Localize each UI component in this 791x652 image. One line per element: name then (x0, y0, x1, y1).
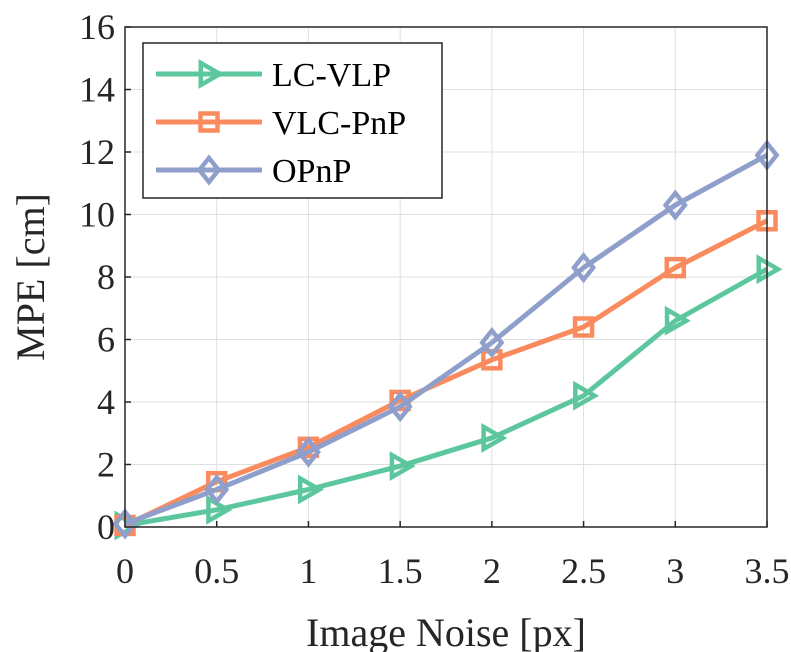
x-tick-label: 1 (299, 551, 317, 591)
y-tick-label: 0 (97, 507, 115, 547)
x-tick-label: 3.5 (745, 551, 790, 591)
data-point-vlc-pnp (572, 316, 595, 338)
y-tick-label: 12 (79, 132, 115, 172)
legend-marker-lc-vlp (198, 59, 225, 89)
data-point-lc-vlp (481, 423, 508, 453)
legend-marker-opnp (196, 154, 222, 186)
data-point-opnp (662, 189, 688, 221)
legend-label-opnp: OPnP (272, 153, 351, 190)
data-point-lc-vlp (206, 494, 233, 525)
legend-label-lc-vlp: LC-VLP (272, 57, 391, 94)
x-tick-label: 3 (666, 551, 684, 591)
data-point-lc-vlp (297, 474, 324, 505)
x-tick-label: 0 (116, 551, 134, 591)
data-point-opnp (387, 391, 413, 423)
data-point-lc-vlp (756, 254, 783, 285)
data-point-opnp (571, 252, 597, 284)
legend-item-lc-vlp: LC-VLP (156, 57, 391, 94)
y-tick-label: 14 (79, 70, 115, 110)
series-layer (112, 139, 783, 541)
data-point-opnp (204, 473, 230, 506)
y-tick-labels: 0 2 4 6 8 10 12 14 16 (79, 7, 115, 547)
x-tick-label: 2 (483, 551, 501, 591)
legend-item-vlc-pnp: VLC-PnP (156, 105, 406, 142)
x-tick-label: 1.5 (378, 551, 423, 591)
y-tick-label: 6 (97, 320, 115, 360)
y-tick-label: 4 (97, 382, 115, 422)
y-tick-label: 16 (79, 7, 115, 47)
series-opnp (112, 139, 780, 540)
y-tick-label: 2 (97, 445, 115, 485)
x-axis-label: Image Noise [px] (306, 610, 586, 652)
data-point-opnp (112, 508, 138, 540)
y-tick-label: 8 (97, 257, 115, 297)
data-point-lc-vlp (573, 380, 600, 411)
x-tick-label: 0.5 (194, 551, 239, 591)
legend: LC-VLP VLC-PnP OPnP (142, 42, 443, 199)
data-point-opnp (479, 327, 505, 359)
series-line-opnp (124, 152, 769, 527)
x-tick-labels: 0 0.5 1 1.5 2 2.5 3 3.5 (116, 551, 790, 591)
x-tick-label: 2.5 (561, 551, 606, 591)
series-line-vlc-pnp (123, 218, 769, 528)
plot-area (124, 26, 768, 528)
y-tick-label: 10 (79, 195, 115, 235)
legend-label-vlc-pnp: VLC-PnP (272, 105, 406, 142)
legend-item-opnp: OPnP (156, 153, 351, 190)
data-point-opnp (295, 436, 321, 468)
data-point-lc-vlp (664, 305, 691, 336)
series-lc-vlp (114, 254, 783, 541)
y-axis-label: MPE [cm] (8, 193, 53, 361)
data-point-lc-vlp (389, 451, 416, 481)
legend-marker-vlc-pnp (198, 111, 220, 133)
series-line-lc-vlp (124, 267, 769, 528)
data-point-vlc-pnp (664, 256, 687, 279)
